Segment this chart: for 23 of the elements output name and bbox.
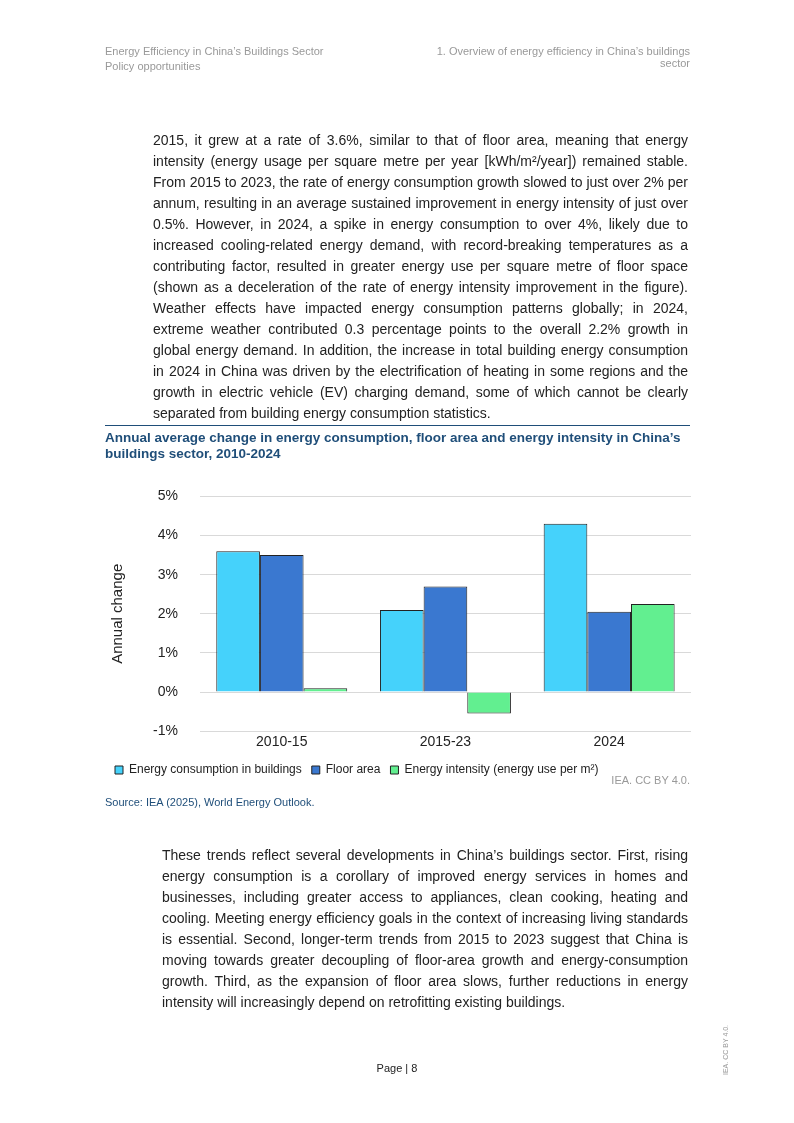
x-tick-label: 2015-23 [419, 733, 472, 750]
legend-label: Floor area [325, 762, 381, 777]
y-tick-label: 2% [157, 604, 178, 621]
text: Page | 8 [375, 1062, 419, 1074]
y-tick-label: 5% [157, 487, 178, 504]
source-note: Source: IEA (2025), World Energy Outlook. [105, 796, 316, 808]
y-tick-label: 1% [157, 643, 178, 660]
y-tick-label: 4% [157, 526, 178, 543]
legend-label: Energy consumption in buildings [129, 762, 302, 777]
text: Policy opportunities [105, 60, 202, 72]
text: 2015, it grew at a rate of 3.6%, similar to that of floor area, meaning that energy intensity (energy usage per square metre per year [kWh/m²/year]) remained stable. From 2015 to 2023, the rate of energy consumption growth slowed to just over 2% per annum, resulting in an average sustained improvement in energy intensity of just over 0.5%. However, in 2024, a spike in energy consumption to over 4%, likely due to increased cooling-related energy demand, with record-breaking temperatures as a contributing factor, resulted in greater energy use per square metre of floor space (shown as a deceleration of the rate of energy intensity improvement in the figure). Weather effects have impacted energy consumption patterns globally; in 2024, extreme weather contributed 0.3 percentage points to the overall 2.2% growth in global energy demand. In addition, the increase in total building energy consumption in 2024 in China was driven by the electrification of heating in some regions and the growth in electric vehicle (EV) charging demand, some of which cannot be clearly separated from building energy consumption statistics. [153, 132, 688, 421]
y-tick-label: 3% [157, 565, 178, 582]
text: Energy Efficiency in China’s Buildings Sector [105, 45, 325, 57]
y-tick-label: -1% [152, 722, 178, 739]
chart-title: Annual average change in energy consumption, floor area and energy intensity in China’s buildings sector, 2010-2024 [105, 425, 690, 462]
x-tick-label: 2024 [593, 733, 625, 750]
text: 1. Overview of energy efficiency in China’s buildings sector [435, 45, 690, 69]
y-axis-title: Annual change [108, 563, 126, 664]
legend-label: Energy intensity (energy use per m²) [404, 762, 599, 777]
y-tick-label: 0% [157, 682, 178, 699]
text: These trends reflect several developments in China’s buildings sector. First, rising energy consumption is a corollary of improved energy services in homes and businesses, including greater access to appliances, clean cooking, heating and cooling. Meeting energy efficiency goals in the context of increasing living standards is essential. Second, longer-term trends from 2015 to 2023 suggest that China is moving towards greater decoupling of floor-area growth and energy-consumption growth. Third, as the expansion of floor area slows, further reductions in energy intensity will increasingly depend on retrofitting existing buildings. [162, 846, 688, 1012]
x-tick-label: 2010-15 [256, 733, 308, 750]
text: IEA. CC BY 4.0. [611, 774, 690, 786]
